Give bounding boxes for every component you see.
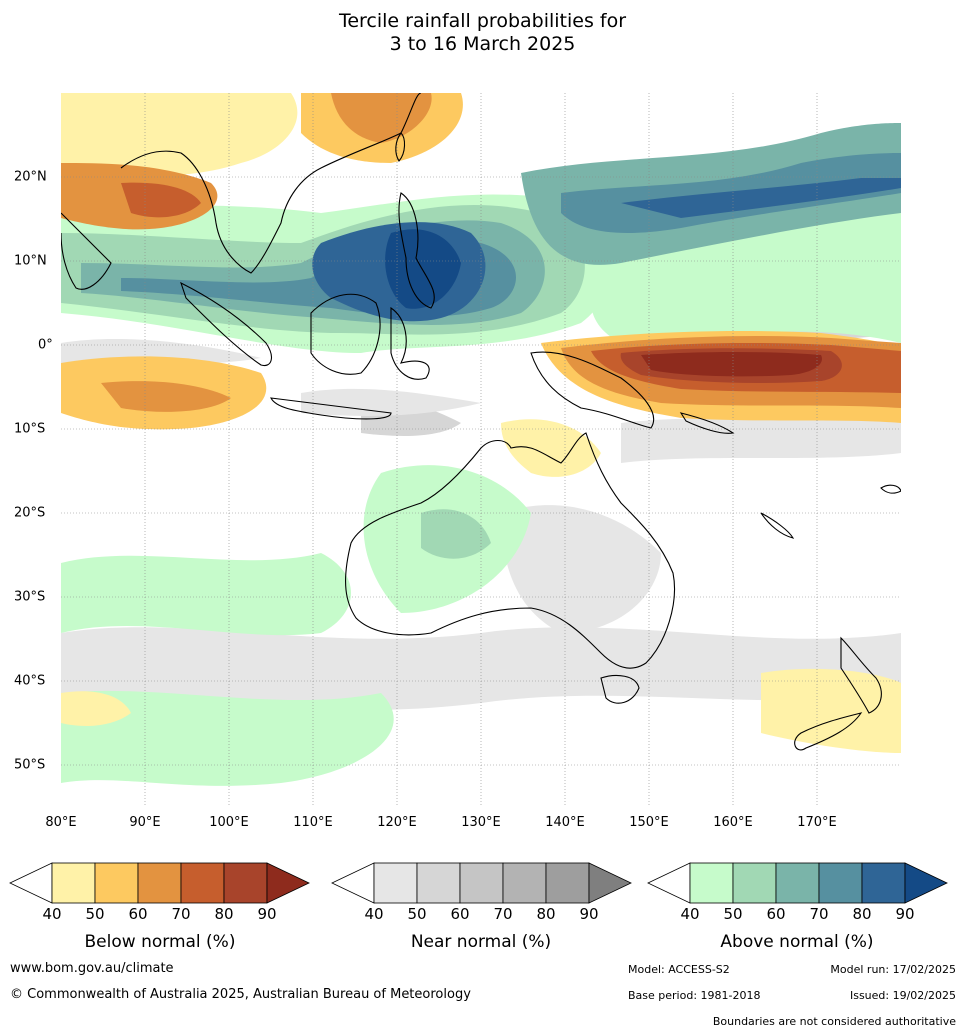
lat-tick-label: 0° xyxy=(38,337,53,353)
colorbar-swatch xyxy=(51,862,96,904)
tasmania-coast xyxy=(600,674,640,704)
colorbar-svg xyxy=(9,862,310,904)
colorbar-swatch xyxy=(137,862,182,904)
lat-tick-label: 10°N xyxy=(14,253,47,269)
lon-tick-label: 100°E xyxy=(209,815,249,830)
probability-map xyxy=(61,93,901,807)
colorbar-above-normal xyxy=(647,862,948,904)
lat-tick-label: 10°S xyxy=(14,421,46,437)
taiwan-coast xyxy=(395,132,406,162)
colorbar-over-arrow xyxy=(904,862,948,904)
lat-tick-label: 40°S xyxy=(14,673,46,689)
lat-tick-label: 20°S xyxy=(14,505,46,521)
colorbar-tick-label: 50 xyxy=(723,905,743,923)
coastlines xyxy=(61,93,901,751)
colorbar-tick-label: 60 xyxy=(450,905,470,923)
lat-tick-label: 30°S xyxy=(14,589,46,605)
lat-tick-label: 50°S xyxy=(14,757,46,773)
colorbar-swatch xyxy=(861,862,906,904)
above-normal-shading xyxy=(61,123,901,786)
lon-tick-label: 90°E xyxy=(129,815,161,830)
colorbar-over-arrow xyxy=(588,862,632,904)
colorbar-title-near-normal: Near normal (%) xyxy=(410,932,552,952)
colorbar-title-below-normal: Below normal (%) xyxy=(84,932,236,952)
colorbar-tick-label: 70 xyxy=(171,905,191,923)
boundaries-note: Boundaries are not considered authoritat… xyxy=(712,1015,956,1028)
title-line-2: 3 to 16 March 2025 xyxy=(389,33,576,55)
colorbar-swatch xyxy=(689,862,734,904)
colorbar-tick-label: 50 xyxy=(407,905,427,923)
colorbar-over-arrow xyxy=(266,862,310,904)
base-period: Base period: 1981-2018 xyxy=(628,989,761,1002)
colorbar-swatch xyxy=(373,862,418,904)
graticule xyxy=(61,93,901,807)
borneo-coast xyxy=(310,293,381,375)
colorbar-near-normal xyxy=(331,862,632,904)
colorbar-tick-label: 90 xyxy=(895,905,915,923)
new-zealand-south xyxy=(794,712,863,751)
colorbar-tick-label: 50 xyxy=(85,905,105,923)
lon-tick-label: 110°E xyxy=(293,815,333,830)
colorbar-below-normal xyxy=(9,862,310,904)
lon-tick-label: 150°E xyxy=(629,815,669,830)
java-coast xyxy=(270,397,392,420)
lat-tick-label: 20°N xyxy=(14,169,47,185)
colorbar-swatch xyxy=(775,862,820,904)
colorbar-swatch xyxy=(223,862,268,904)
colorbar-tick-label: 40 xyxy=(680,905,700,923)
colorbar-tick-label: 40 xyxy=(364,905,384,923)
website-link[interactable]: www.bom.gov.au/climate xyxy=(10,961,174,976)
colorbar-svg xyxy=(647,862,948,904)
copyright-text: © Commonwealth of Australia 2025, Austra… xyxy=(10,987,471,1002)
colorbar-swatch xyxy=(416,862,461,904)
colorbar-tick-label: 90 xyxy=(579,905,599,923)
lon-tick-label: 130°E xyxy=(461,815,501,830)
india-coast xyxy=(61,212,112,290)
solomon-islands xyxy=(679,412,735,434)
colorbar-swatch xyxy=(545,862,590,904)
model-run-date: Model run: 17/02/2025 xyxy=(830,963,956,976)
map-canvas xyxy=(61,93,901,807)
colorbar-swatch xyxy=(459,862,504,904)
colorbar-tick-label: 80 xyxy=(536,905,556,923)
colorbar-swatch xyxy=(732,862,777,904)
colorbar-tick-label: 80 xyxy=(852,905,872,923)
colorbar-tick-label: 60 xyxy=(766,905,786,923)
colorbar-swatch xyxy=(818,862,863,904)
new-guinea-coast xyxy=(530,351,655,429)
philippines-coast xyxy=(398,192,435,309)
colorbar-swatch xyxy=(94,862,139,904)
model-name: Model: ACCESS-S2 xyxy=(628,963,730,976)
colorbar-under-arrow xyxy=(9,862,53,904)
sumatra-coast xyxy=(180,281,272,367)
lon-tick-label: 160°E xyxy=(713,815,753,830)
colorbar-tick-label: 80 xyxy=(214,905,234,923)
lon-tick-label: 80°E xyxy=(45,815,77,830)
mainland-asia-coast xyxy=(120,93,422,274)
fiji xyxy=(880,484,901,494)
issued-date: Issued: 19/02/2025 xyxy=(849,989,956,1002)
sulawesi-coast xyxy=(390,306,430,380)
colorbar-svg xyxy=(331,862,632,904)
title-line-1: Tercile rainfall probabilities for xyxy=(338,10,627,32)
colorbar-tick-label: 70 xyxy=(809,905,829,923)
new-zealand-north xyxy=(840,636,882,714)
lon-tick-label: 170°E xyxy=(797,815,837,830)
below-normal-shading xyxy=(61,93,901,753)
colorbar-under-arrow xyxy=(331,862,375,904)
colorbar-tick-label: 90 xyxy=(257,905,277,923)
new-caledonia xyxy=(760,512,795,539)
colorbar-tick-label: 60 xyxy=(128,905,148,923)
australia-coast xyxy=(345,432,676,669)
colorbar-title-above-normal: Above normal (%) xyxy=(720,932,874,952)
map-title: Tercile rainfall probabilities for 3 to … xyxy=(0,10,965,56)
lon-tick-label: 140°E xyxy=(545,815,585,830)
colorbar-under-arrow xyxy=(647,862,691,904)
colorbar-tick-label: 40 xyxy=(42,905,62,923)
lon-tick-label: 120°E xyxy=(377,815,417,830)
colorbar-swatch xyxy=(502,862,547,904)
colorbar-swatch xyxy=(180,862,225,904)
colorbar-tick-label: 70 xyxy=(493,905,513,923)
